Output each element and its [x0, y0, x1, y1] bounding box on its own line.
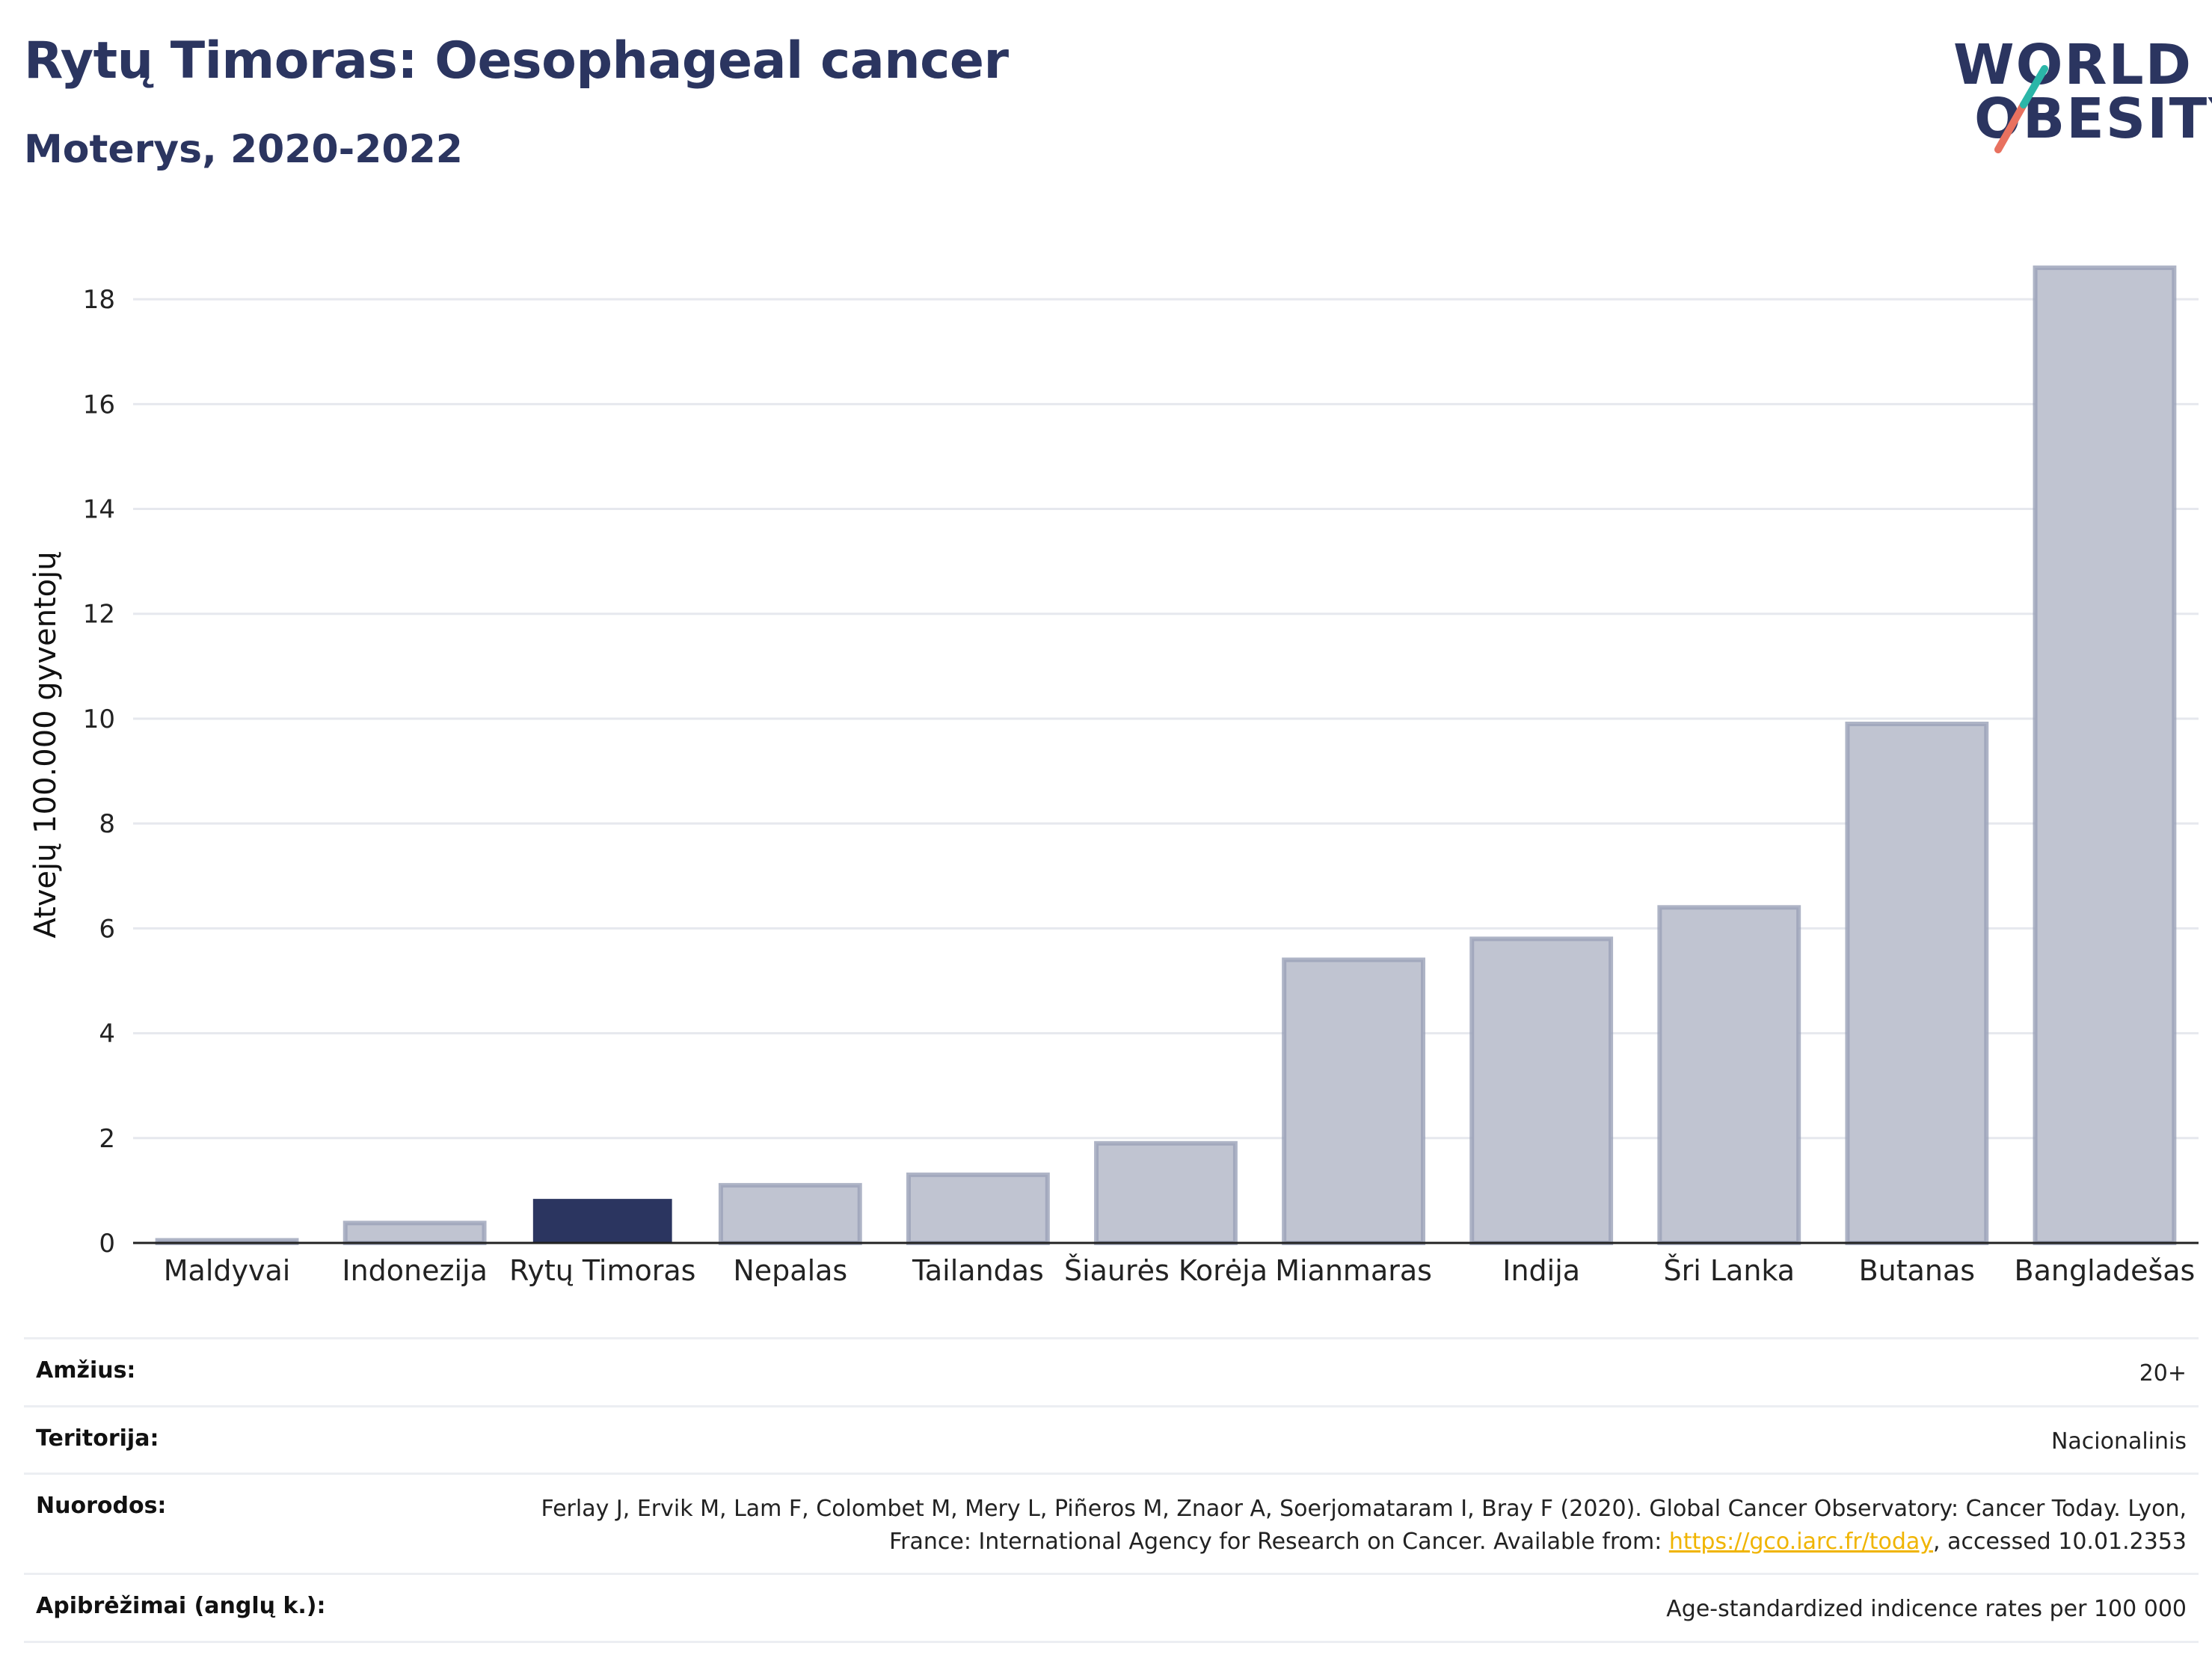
y-tick-label: 8 [99, 809, 115, 839]
bar [532, 1199, 672, 1243]
meta-row-definitions: Apibrėžimai (anglų k.): Age-standardized… [24, 1573, 2199, 1643]
age-label: Amžius: [36, 1357, 136, 1384]
x-tick-label: Bangladešas [2015, 1254, 2196, 1287]
logo-line-1: WORLD [1953, 33, 2193, 97]
x-tick-label: Indija [1502, 1254, 1580, 1287]
y-tick-label: 12 [83, 600, 115, 630]
definitions-label: Apibrėžimai (anglų k.): [36, 1593, 326, 1619]
logo-slash-icon [1994, 65, 2048, 153]
y-tick-label: 0 [99, 1229, 115, 1259]
y-tick-label: 2 [99, 1124, 115, 1154]
y-axis-label: Atvejų 100.000 gyventojų [28, 551, 63, 938]
chart-title: Rytų Timoras: Oesophageal cancer [24, 31, 1009, 90]
meta-row-age: Amžius: 20+ [24, 1337, 2199, 1405]
bar [1657, 905, 1801, 1245]
x-tick-label: Tailandas [912, 1254, 1044, 1287]
age-value: 20+ [2139, 1360, 2187, 1387]
chart-subtitle: Moterys, 2020-2022 [24, 127, 463, 172]
metadata-table: Amžius: 20+ Teritorija: Nacionalinis Nuo… [24, 1337, 2199, 1643]
x-tick-label: Butanas [1859, 1254, 1976, 1287]
x-tick-label: Rytų Timoras [509, 1254, 695, 1287]
meta-row-references: Nuorodos: Ferlay J, Ervik M, Lam F, Colo… [24, 1473, 2199, 1573]
y-tick-label: 18 [83, 285, 115, 315]
references-label: Nuorodos: [36, 1493, 167, 1519]
territory-label: Teritorija: [36, 1425, 159, 1452]
y-tick-label: 14 [83, 495, 115, 525]
definitions-value: Age-standardized indicence rates per 100… [1666, 1596, 2187, 1622]
bar [718, 1182, 862, 1245]
y-tick-label: 4 [99, 1019, 115, 1049]
x-tick-label: Šiaurės Korėja [1064, 1254, 1268, 1287]
x-tick-label: Nepalas [733, 1254, 847, 1287]
references-link[interactable]: https://gco.iarc.fr/today [1668, 1528, 1934, 1555]
bar [1094, 1140, 1238, 1246]
references-accessed: , accessed 10.01.2353 [1933, 1528, 2187, 1555]
bar [1469, 936, 1614, 1246]
y-tick-label: 16 [83, 390, 115, 420]
x-tick-label: Maldyvai [164, 1254, 291, 1287]
territory-value: Nacionalinis [2050, 1428, 2187, 1455]
meta-row-territory: Teritorija: Nacionalinis [24, 1404, 2199, 1473]
y-tick-label: 10 [83, 704, 115, 734]
x-tick-label: Šri Lanka [1663, 1254, 1795, 1287]
bar [906, 1172, 1050, 1245]
bar [342, 1220, 487, 1245]
bar-chart: 0 2 4 6 8 10 12 14 16 18 Atvejų 100.000 gyventojų M… [28, 265, 2199, 1287]
x-tick-label: Indonezija [342, 1254, 487, 1287]
world-obesity-logo: WORLD OBESITY [1944, 22, 2212, 165]
references-value: Ferlay J, Ervik M, Lam F, Colombet M, Me… [467, 1493, 2187, 1558]
bar [1845, 721, 1989, 1245]
y-tick-label: 6 [99, 914, 115, 944]
bar [1282, 957, 1425, 1245]
references-text: Ferlay J, Ervik M, Lam F, Colombet M, Me… [541, 1496, 2187, 1555]
bar [2033, 265, 2177, 1245]
x-tick-label: Mianmaras [1275, 1254, 1432, 1287]
